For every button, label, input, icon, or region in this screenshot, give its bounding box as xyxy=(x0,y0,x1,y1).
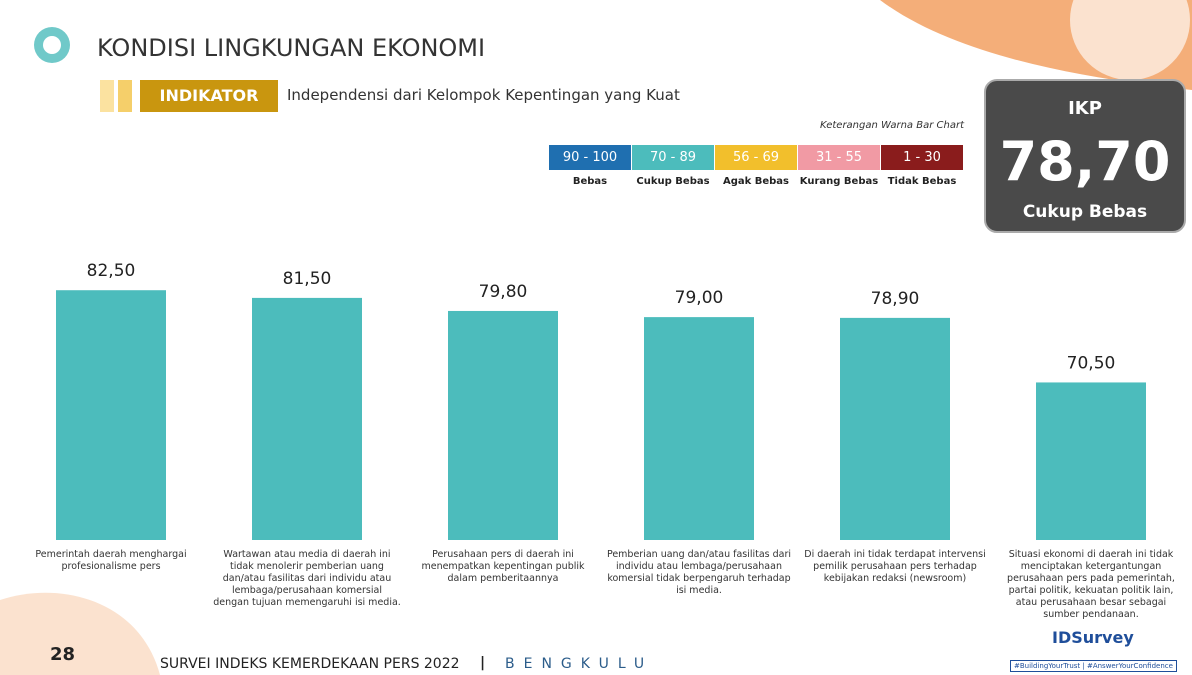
indicator: Independensi dari Kelompok Kepentingan y… xyxy=(287,86,680,104)
legend-range: 70 - 89 xyxy=(632,145,714,170)
ikp-value: 78,70 xyxy=(999,130,1171,193)
indicator-label: INDIKATOR xyxy=(140,80,278,112)
page-number: 28 xyxy=(50,644,76,665)
value-label: 82,50 xyxy=(87,261,136,281)
bar xyxy=(1036,382,1146,540)
bar xyxy=(644,317,754,540)
legend-label: Agak Bebas xyxy=(722,176,790,187)
value-label: 79,80 xyxy=(479,282,528,302)
ikp-title: IKP xyxy=(1068,98,1102,119)
legend-title: Keterangan Warna Bar Chart xyxy=(820,120,964,131)
category-label: Pemerintah daerah menghargai profesional… xyxy=(35,549,187,572)
legend-range: 56 - 69 xyxy=(715,145,797,170)
legend-label: Kurang Bebas xyxy=(799,176,879,187)
logo: IDSurvey xyxy=(1052,628,1134,647)
ikp-category: Cukup Bebas xyxy=(1022,202,1148,222)
survey: SURVEI INDEKS KEMERDEKAAN PERS 2022 xyxy=(160,656,460,672)
value-label: 79,00 xyxy=(675,288,724,308)
bar xyxy=(448,310,558,540)
region: BENGKULU xyxy=(505,656,654,672)
category-label: Pemberian uang dan/atau fasilitas dari i… xyxy=(606,549,792,596)
legend-label: Tidak Bebas xyxy=(887,176,957,187)
bar xyxy=(840,317,950,540)
title: KONDISI LINGKUNGAN EKONOMI xyxy=(97,34,486,62)
tagline: #BuildingYourTrust | #AnswerYourConfiden… xyxy=(1010,660,1177,672)
legend-range: 90 - 100 xyxy=(549,145,631,170)
separator: | xyxy=(480,655,486,671)
category-label: Perusahaan pers di daerah ini menempatka… xyxy=(421,549,585,584)
legend-range: 1 - 30 xyxy=(881,145,963,170)
value-label: 70,50 xyxy=(1067,353,1116,373)
category-label: Situasi ekonomi di daerah ini tidak menc… xyxy=(1007,549,1175,620)
legend-label: Cukup Bebas xyxy=(636,176,710,187)
category-label: Wartawan atau media di daerah ini tidak … xyxy=(213,549,401,608)
bar xyxy=(252,297,362,540)
bar xyxy=(56,290,166,540)
legend-range: 31 - 55 xyxy=(798,145,880,170)
legend-label: Bebas xyxy=(572,176,608,187)
value-label: 81,50 xyxy=(283,269,332,289)
value-label: 78,90 xyxy=(871,289,920,309)
category-label: Di daerah ini tidak terdapat intervensi … xyxy=(804,549,986,584)
